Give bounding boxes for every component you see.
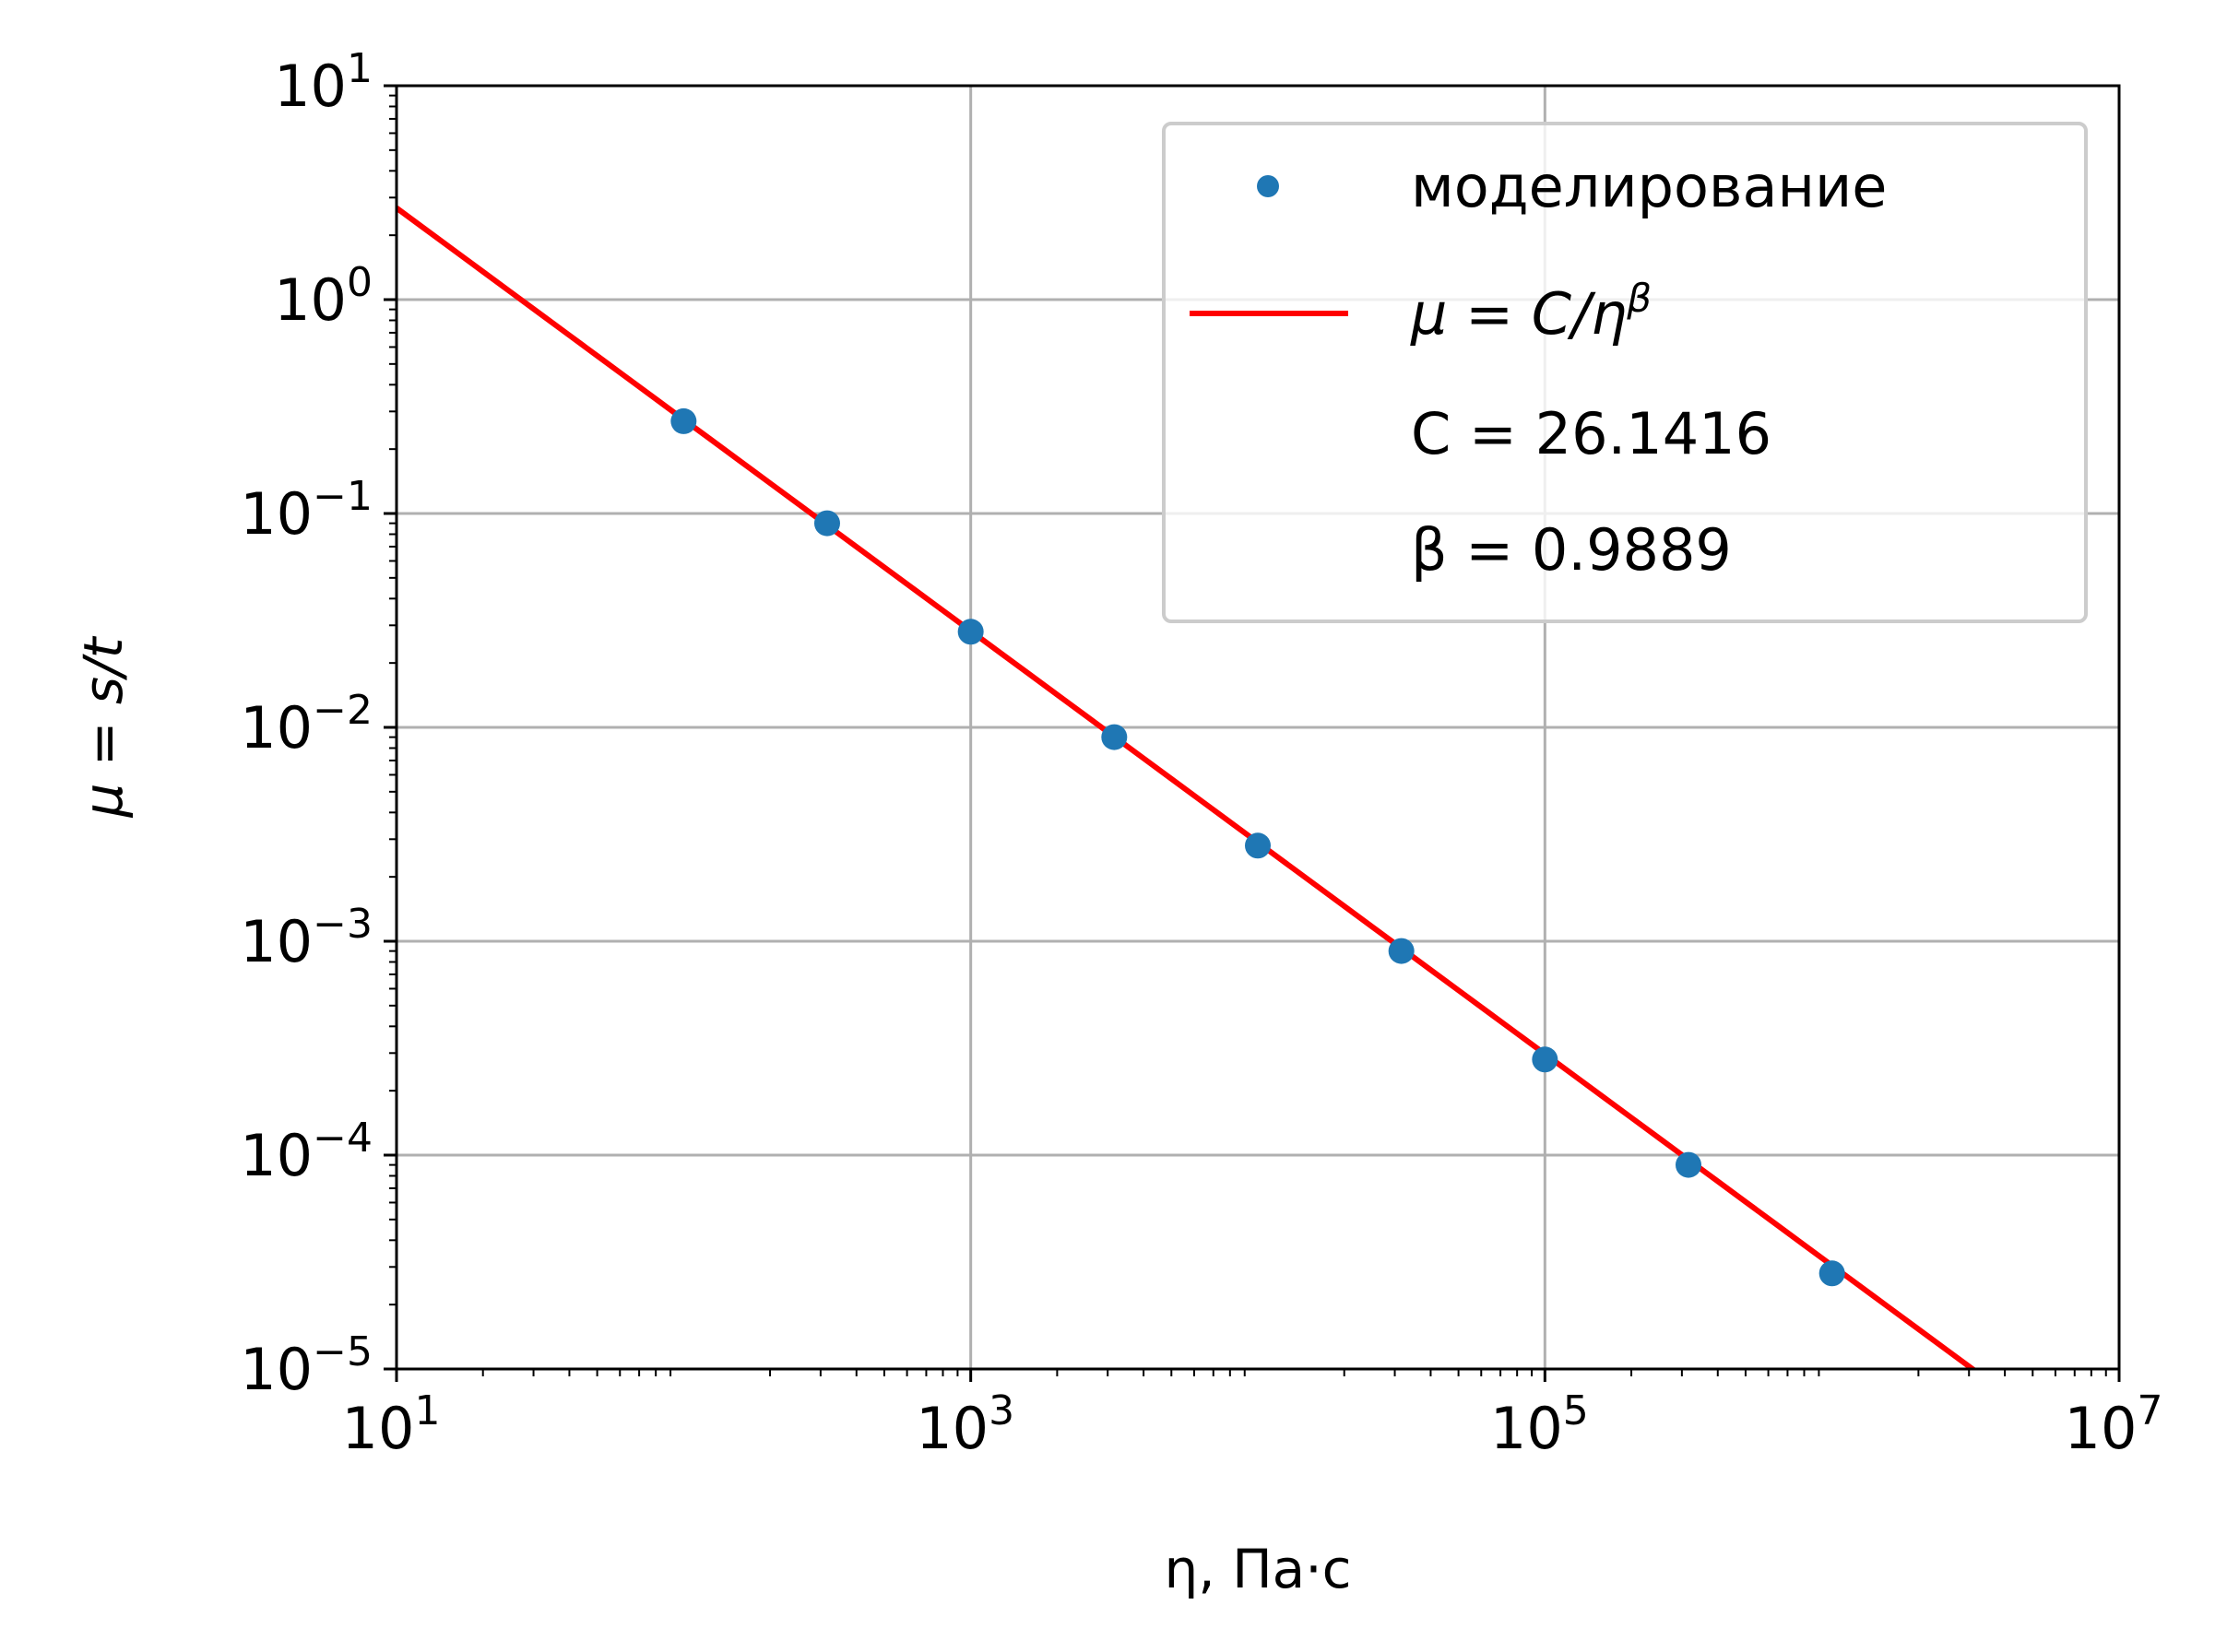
x-axis-title: η, Па·с <box>1164 1538 1351 1600</box>
y-tick-label: 10−1 <box>240 473 373 548</box>
x-tick-label-base: 10 <box>1490 1395 1563 1462</box>
y-tick-label-base: 10 <box>274 53 347 120</box>
x-tick-label: 107 <box>2065 1387 2163 1462</box>
legend-label-fit-exponent: β <box>1626 276 1652 321</box>
y-axis-title: μ = s/t <box>72 635 135 818</box>
y-tick-label-exponent: 0 <box>347 259 373 306</box>
legend-marker-points <box>1257 175 1279 197</box>
y-tick-label-exponent: 1 <box>347 45 373 92</box>
y-tick-label-base: 10 <box>274 266 347 334</box>
y-tick-label: 10−3 <box>240 901 373 975</box>
y-tick-label-exponent: −3 <box>313 901 373 948</box>
x-tick-label-base: 10 <box>342 1395 415 1462</box>
x-tick-label: 101 <box>342 1387 441 1462</box>
y-tick-label-exponent: −2 <box>313 687 373 734</box>
x-tick-label-exponent: 1 <box>414 1387 440 1434</box>
y-tick-label-base: 10 <box>240 694 313 761</box>
x-tick-label-exponent: 7 <box>2137 1387 2162 1434</box>
data-point <box>670 407 697 434</box>
data-point <box>1245 832 1271 859</box>
y-tick-label: 10−5 <box>240 1328 373 1403</box>
x-tick-label-base: 10 <box>2065 1395 2138 1462</box>
y-tick-label: 10−4 <box>240 1115 373 1189</box>
plot-frame <box>395 84 2121 1371</box>
x-tick-label-base: 10 <box>916 1395 989 1462</box>
y-tick-label-base: 10 <box>240 480 313 548</box>
major-ticks <box>384 84 2121 1382</box>
x-tick-label: 105 <box>1490 1387 1589 1462</box>
data-point <box>1388 938 1415 964</box>
legend-label-points: моделирование <box>1411 153 1887 220</box>
data-point <box>957 619 984 645</box>
y-tick-label-base: 10 <box>240 908 313 975</box>
plot-content <box>397 206 1978 1369</box>
data-point <box>1532 1046 1558 1073</box>
y-tick-label: 100 <box>274 259 373 334</box>
y-tick-label: 101 <box>274 45 373 120</box>
legend-box <box>1162 122 2088 623</box>
data-point <box>1101 724 1128 750</box>
y-tick-label-exponent: −5 <box>313 1328 373 1375</box>
legend: моделирование μ = C/ηβ C = 26.1416 β = 0… <box>1162 122 2088 623</box>
y-tick-label-exponent: −4 <box>313 1115 373 1162</box>
legend-extra-c: C = 26.1416 <box>1411 400 1771 467</box>
y-tick-label-base: 10 <box>240 1122 313 1189</box>
data-point <box>1818 1260 1845 1287</box>
y-tick-label: 10−2 <box>240 687 373 761</box>
y-tick-label-base: 10 <box>240 1336 313 1403</box>
y-tick-label-exponent: −1 <box>313 473 373 520</box>
legend-extra-beta: β = 0.9889 <box>1411 516 1732 584</box>
data-point <box>1676 1151 1702 1178</box>
x-tick-label-exponent: 5 <box>1563 1387 1589 1434</box>
x-tick-label: 103 <box>916 1387 1014 1462</box>
legend-label-fit-main: μ = C/η <box>1410 280 1627 348</box>
legend-label-fit: μ = C/ηβ <box>1410 276 1652 348</box>
data-point <box>813 510 840 537</box>
x-tick-label-exponent: 3 <box>989 1387 1014 1434</box>
